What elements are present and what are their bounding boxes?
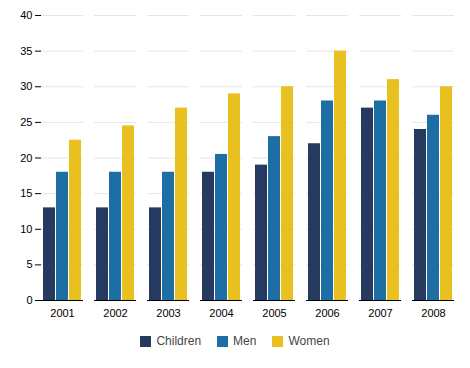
svg-text:5: 5: [26, 258, 32, 270]
svg-text:15: 15: [20, 187, 32, 199]
svg-text:30: 30: [20, 80, 32, 92]
svg-text:35: 35: [20, 45, 32, 57]
svg-text:2005: 2005: [262, 307, 286, 319]
svg-text:10: 10: [20, 223, 32, 235]
svg-text:2008: 2008: [421, 307, 445, 319]
svg-text:40: 40: [20, 9, 32, 21]
svg-text:25: 25: [20, 116, 32, 128]
html-text:Children: Children: [156, 334, 202, 348]
svg-text:0: 0: [26, 294, 32, 306]
svg-text:20: 20: [20, 152, 32, 164]
svg-text:2004: 2004: [209, 307, 233, 319]
svg-text:2007: 2007: [368, 307, 392, 319]
svg-text:2006: 2006: [315, 307, 339, 319]
svg-text:2003: 2003: [156, 307, 180, 319]
svg-text:2001: 2001: [50, 307, 74, 319]
html-text:Men: Men: [233, 334, 257, 348]
svg-text:2002: 2002: [103, 307, 127, 319]
html-text:Women: Women: [288, 334, 330, 348]
